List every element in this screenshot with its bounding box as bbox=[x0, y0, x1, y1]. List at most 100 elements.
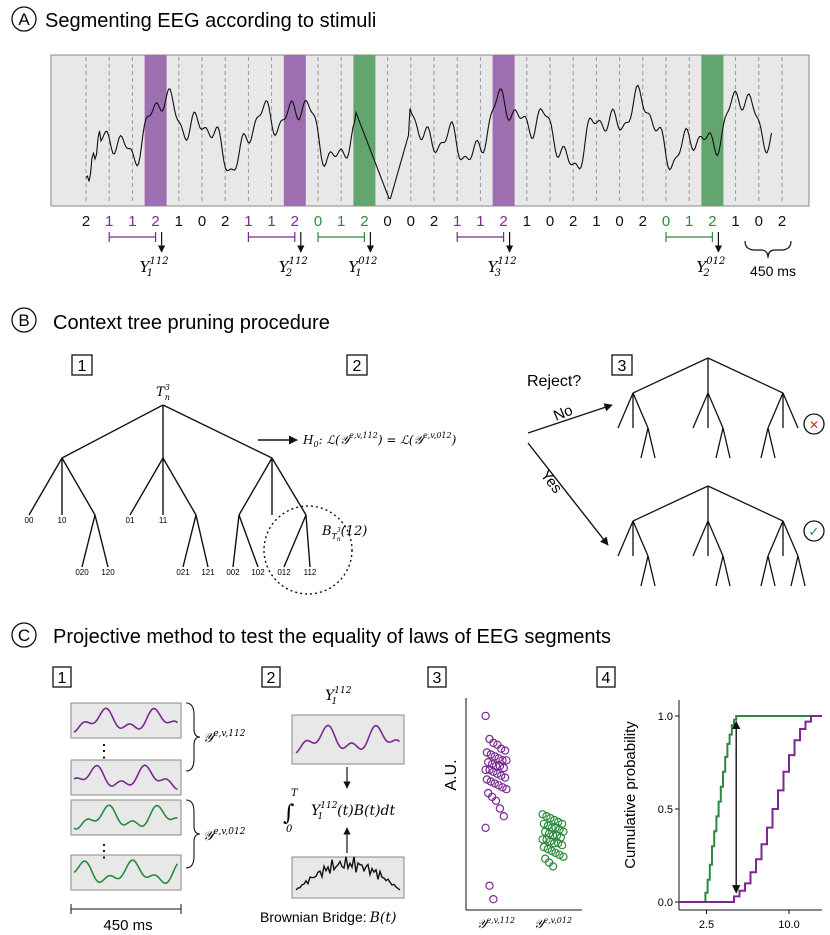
step-c2: 2 bbox=[267, 670, 276, 687]
pruned-tree-edge bbox=[617, 520, 634, 557]
brace-green bbox=[185, 799, 201, 869]
panel-a-letter: A bbox=[18, 10, 30, 29]
pruned-tree-edge bbox=[647, 427, 656, 459]
pruned-tree-edge bbox=[790, 555, 799, 587]
tree-edge bbox=[28, 457, 63, 516]
pruned-tree-edge bbox=[640, 555, 649, 587]
stimulus-digit: 1 bbox=[337, 213, 345, 230]
segment-sample-trace bbox=[73, 707, 178, 733]
scatter-point-112 bbox=[494, 781, 503, 790]
pruned-tree-edge bbox=[632, 357, 709, 394]
stimulus-digit: 1 bbox=[244, 213, 252, 230]
pruned-tree-edge bbox=[782, 520, 799, 557]
pruned-tree-edge bbox=[782, 392, 799, 429]
bridge-box bbox=[291, 856, 405, 899]
stimulus-digit: 0 bbox=[407, 213, 415, 230]
scatter-point-112 bbox=[482, 775, 492, 784]
cdf-y-tick-label: 0.0 bbox=[658, 897, 673, 909]
duration-label: 450 ms bbox=[750, 263, 796, 279]
tree-leaf-label: 102 bbox=[251, 568, 265, 577]
cdf-ticks: 0.0 0.5 1.0 2.5 10.0 bbox=[658, 711, 800, 931]
stimulus-digit: 2 bbox=[778, 213, 786, 230]
segment-band-green bbox=[701, 55, 724, 206]
pruned-tree-edge bbox=[797, 555, 806, 587]
pruned-tree-rejected bbox=[617, 357, 799, 459]
pruned-tree-edge bbox=[722, 555, 731, 587]
scatter-point-112 bbox=[494, 754, 503, 763]
scatter-point-012 bbox=[538, 810, 547, 819]
stimulus-digit: 2 bbox=[708, 213, 716, 230]
pruned-tree-edge bbox=[640, 427, 649, 459]
scatter-point-012 bbox=[552, 831, 562, 840]
bridge-label: Brownian Bridge: B(t) bbox=[260, 909, 396, 926]
step-box-c2 bbox=[261, 666, 281, 688]
scatter-point-112 bbox=[490, 752, 499, 761]
scatter-point-112 bbox=[489, 767, 498, 777]
tree-leaf-label: 121 bbox=[201, 568, 215, 577]
integral-lower: 0 bbox=[286, 824, 293, 835]
eeg-trace bbox=[85, 84, 773, 199]
step-c3: 3 bbox=[433, 670, 442, 687]
y1-segment-trace bbox=[295, 724, 401, 754]
tree-edge bbox=[94, 514, 109, 568]
scatter-point-112 bbox=[489, 738, 498, 748]
dots-green: ⋮ bbox=[95, 841, 113, 861]
tree-edge bbox=[61, 457, 96, 516]
tree-leaf-label: 002 bbox=[226, 568, 240, 577]
scatter-point-112 bbox=[497, 771, 506, 780]
scatter-point-112 bbox=[500, 746, 510, 755]
stimulus-digit: 1 bbox=[453, 213, 461, 230]
branch-circle bbox=[263, 505, 353, 595]
stimulus-digit: 1 bbox=[105, 213, 113, 230]
panel-a-title: Segmenting EEG according to stimuli bbox=[45, 10, 376, 32]
segment-label: Y012 2 bbox=[696, 256, 725, 279]
scatter-point-112 bbox=[498, 783, 507, 792]
scatter-point-012 bbox=[546, 837, 555, 846]
segment-highlight-bands bbox=[144, 55, 724, 206]
segment-brackets bbox=[108, 232, 723, 253]
tree-edge bbox=[238, 514, 259, 568]
stimulus-digit: 1 bbox=[731, 213, 739, 230]
branch-label: BT3 n(12) bbox=[321, 524, 367, 543]
pruned-tree-edge bbox=[715, 555, 724, 587]
segment-sample-box bbox=[70, 854, 182, 891]
scatter-point-112 bbox=[485, 765, 494, 775]
tree-leaf-labels: 00 10 01 11 020 120 021 121 002 102 012 112 bbox=[25, 516, 317, 577]
scatter-point-112 bbox=[486, 750, 495, 759]
set-label-purple: 𝒴e,v,112 bbox=[203, 729, 246, 746]
pruned-tree-edge bbox=[692, 520, 709, 557]
step-box-b1 bbox=[71, 354, 93, 376]
stimulus-digit: 0 bbox=[755, 213, 763, 230]
pruned-tree-edge bbox=[767, 520, 784, 557]
scatter-point-112 bbox=[481, 711, 490, 721]
panel-c-title: Projective method to test the equality o… bbox=[53, 626, 611, 648]
scatter-point-112 bbox=[499, 763, 508, 773]
scatter-point-012 bbox=[550, 839, 559, 848]
tree-leaf-label: 10 bbox=[58, 516, 67, 525]
scatter-point-112 bbox=[489, 895, 498, 904]
stimulus-digit: 2 bbox=[221, 213, 229, 230]
y1-segment-box bbox=[291, 714, 405, 765]
stimulus-digit: 1 bbox=[685, 213, 693, 230]
segment-band-purple bbox=[492, 55, 515, 206]
duration-brace bbox=[744, 240, 792, 259]
step-b1: 1 bbox=[78, 358, 87, 375]
stimulus-digit: 0 bbox=[546, 213, 554, 230]
integral-expression: Y112 1 (t)B(t)dt bbox=[311, 801, 396, 822]
scatter-point-112 bbox=[495, 761, 505, 771]
panel-c-letter-circle bbox=[11, 622, 37, 648]
stimulus-digit: 2 bbox=[360, 213, 368, 230]
scatter-point-112 bbox=[493, 769, 502, 779]
segment-sample-boxes bbox=[70, 702, 182, 891]
accept-icon: ✓ bbox=[809, 524, 820, 539]
stimulus-digit: 2 bbox=[151, 213, 159, 230]
tree-edge bbox=[182, 514, 197, 568]
stimulus-digit: 2 bbox=[291, 213, 299, 230]
tree-edge bbox=[162, 457, 197, 516]
scatter-point-112 bbox=[499, 812, 508, 821]
hypothesis: H0: ℒ(𝒴e,v,112) = ℒ(𝒴e,v,012) bbox=[302, 431, 457, 449]
brace-purple bbox=[185, 702, 201, 772]
stimulus-digit: 2 bbox=[639, 213, 647, 230]
step-b3: 3 bbox=[618, 358, 627, 375]
